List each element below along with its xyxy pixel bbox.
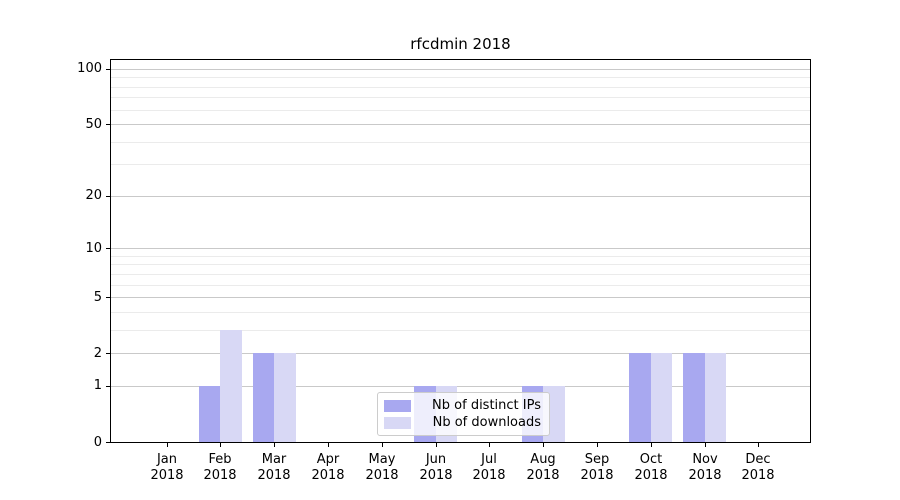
y-tick-label: 100 [77, 61, 102, 76]
x-tick-label-year: 2018 [311, 468, 345, 483]
x-tick-label-year: 2018 [257, 468, 291, 483]
x-tick-label-month: Jan [156, 452, 178, 467]
legend-label-downloads: Nb of downloads [432, 415, 541, 430]
gridline-minor [111, 264, 810, 266]
x-tick-label-month: Jul [481, 452, 497, 467]
gridline-minor [111, 109, 810, 111]
gridline-major [111, 248, 810, 250]
x-tick-label: Feb 2018 [190, 452, 250, 484]
x-tick-label: Apr 2018 [298, 452, 358, 484]
x-tick-label-month: Apr [316, 452, 340, 467]
legend-swatch-downloads [384, 416, 411, 429]
x-tick-label-year: 2018 [150, 468, 184, 483]
x-tick-label: Dec 2018 [728, 452, 788, 484]
gridline-major [111, 385, 810, 387]
x-tick [167, 443, 168, 447]
y-tick-label: 5 [93, 290, 102, 305]
x-tick [597, 443, 598, 447]
gridline-major [111, 195, 810, 197]
x-tick-label: Jun 2018 [406, 452, 466, 484]
x-tick-label-year: 2018 [688, 468, 722, 483]
x-tick-label: Sep 2018 [567, 452, 627, 484]
y-tick-label: 10 [85, 241, 102, 256]
bar-downloads-mar [274, 353, 296, 442]
gridline-minor [111, 97, 810, 99]
x-tick-label-year: 2018 [419, 468, 453, 483]
x-tick-label-month: Feb [208, 452, 232, 467]
gridline-minor [111, 311, 810, 313]
gridline-major [111, 124, 810, 126]
x-tick-label: Aug 2018 [513, 452, 573, 484]
x-tick-label-year: 2018 [526, 468, 560, 483]
x-tick [274, 443, 275, 447]
gridline-minor [111, 164, 810, 166]
x-tick-label: Mar 2018 [244, 452, 304, 484]
x-tick-label: Oct 2018 [621, 452, 681, 484]
y-tick-label: 20 [85, 188, 102, 203]
bar-distinct-ips-oct [629, 353, 651, 442]
gridline-minor [111, 141, 810, 143]
grid-layer [111, 60, 810, 442]
x-tick [489, 443, 490, 447]
gridline-major [111, 353, 810, 355]
x-tick [220, 443, 221, 447]
x-tick [705, 443, 706, 447]
gridline-minor [111, 77, 810, 79]
x-tick-label-year: 2018 [365, 468, 399, 483]
x-tick-label-month: Mar [261, 452, 287, 467]
bar-layer [111, 60, 810, 442]
bar-downloads-oct [650, 353, 673, 442]
legend: Nb of distinct IPs Nb of downloads [377, 392, 550, 436]
x-tick [651, 443, 652, 447]
y-tick-label: 50 [85, 117, 102, 132]
bar-downloads-nov [704, 353, 726, 442]
legend-swatch-distinct-ips [384, 399, 411, 412]
y-tick-label: 2 [93, 346, 102, 361]
legend-label-distinct-ips: Nb of distinct IPs [432, 398, 541, 413]
gridline-minor [111, 329, 810, 331]
x-tick-label-month: Nov [692, 452, 718, 467]
x-tick-label: May 2018 [352, 452, 412, 484]
gridline-minor [111, 255, 810, 257]
y-tick-label: 1 [93, 378, 102, 393]
x-tick-label-year: 2018 [203, 468, 237, 483]
x-tick-label-month: Oct [639, 452, 663, 467]
plot-area [110, 59, 811, 443]
x-tick-label-year: 2018 [634, 468, 668, 483]
x-tick [436, 443, 437, 447]
x-tick-label: Nov 2018 [675, 452, 735, 484]
legend-entry-distinct-ips: Nb of distinct IPs [384, 398, 541, 413]
x-tick-label: Jul 2018 [459, 452, 519, 484]
gridline-minor [111, 273, 810, 275]
x-tick [543, 443, 544, 447]
x-tick-label-month: Sep [584, 452, 610, 467]
gridline-major [111, 297, 810, 299]
x-tick-label-year: 2018 [472, 468, 506, 483]
bar-downloads-feb [220, 329, 242, 442]
gridline-major [111, 68, 810, 70]
x-tick-label-year: 2018 [741, 468, 775, 483]
x-tick-label-year: 2018 [580, 468, 614, 483]
x-tick-label-month: May [368, 452, 396, 467]
bar-distinct-ips-mar [252, 353, 275, 442]
legend-entry-downloads: Nb of downloads [384, 415, 541, 430]
gridline-minor [111, 284, 810, 286]
x-tick [328, 443, 329, 447]
y-tick-label: 0 [93, 435, 102, 450]
bar-distinct-ips-nov [683, 353, 705, 442]
x-tick-label: Jan 2018 [137, 452, 197, 484]
x-tick-label-month: Jun [425, 452, 447, 467]
chart-title: rfcdmin 2018 [410, 35, 511, 53]
bar-distinct-ips-feb [198, 385, 221, 442]
x-tick-label-month: Dec [745, 452, 771, 467]
x-tick-label-month: Aug [530, 452, 556, 467]
x-tick [382, 443, 383, 447]
x-tick [758, 443, 759, 447]
gridline-minor [111, 86, 810, 88]
